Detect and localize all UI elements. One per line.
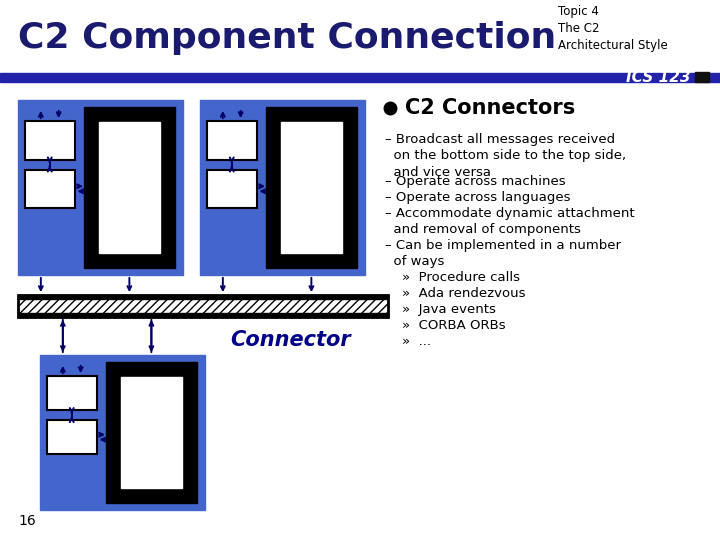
Bar (200, 100, 365, 275)
Text: – Operate across languages: – Operate across languages (385, 191, 570, 204)
Text: 16: 16 (18, 514, 36, 528)
Bar (18, 313, 388, 317)
Bar (99, 122, 160, 253)
Bar (695, 72, 709, 82)
Text: »  Ada rendezvous: » Ada rendezvous (385, 287, 526, 300)
Bar (207, 121, 256, 159)
Bar (18, 295, 388, 299)
Text: »  Procedure calls: » Procedure calls (385, 271, 520, 284)
Text: »  Java events: » Java events (385, 303, 496, 316)
Bar (18, 100, 183, 275)
Bar (121, 377, 182, 488)
Text: »  CORBA ORBs: » CORBA ORBs (385, 319, 505, 332)
Bar (266, 107, 356, 268)
Bar (207, 170, 256, 208)
Bar (281, 122, 342, 253)
Bar (47, 420, 96, 454)
Bar (25, 170, 74, 208)
Bar (0, 73, 720, 82)
Text: – Accommodate dynamic attachment
  and removal of components: – Accommodate dynamic attachment and rem… (385, 207, 634, 237)
Text: Topic 4
The C2
Architectural Style: Topic 4 The C2 Architectural Style (558, 5, 667, 52)
Text: – Operate across machines: – Operate across machines (385, 175, 566, 188)
Text: – Broadcast all messages received
  on the bottom side to the top side,
  and vi: – Broadcast all messages received on the… (385, 133, 626, 179)
Text: ICS 123: ICS 123 (626, 70, 690, 85)
Bar (25, 121, 74, 159)
Text: C2 Component Connection: C2 Component Connection (18, 21, 557, 55)
Bar (84, 107, 175, 268)
Text: – Can be implemented in a number
  of ways: – Can be implemented in a number of ways (385, 239, 621, 268)
Text: C2 Connectors: C2 Connectors (405, 98, 575, 118)
Bar (18, 295, 388, 317)
Bar (18, 295, 388, 317)
Bar (47, 376, 96, 410)
Bar (40, 355, 205, 510)
Text: »  ...: » ... (385, 335, 431, 348)
Bar (106, 362, 197, 503)
Text: Connector: Connector (230, 330, 351, 350)
